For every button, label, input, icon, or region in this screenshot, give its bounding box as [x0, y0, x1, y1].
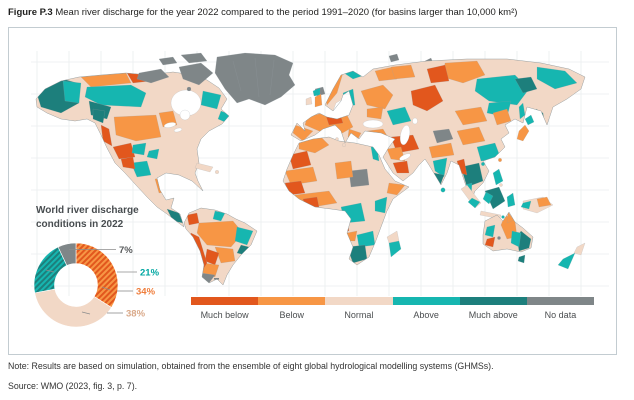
continent-south-america: [184, 208, 257, 285]
islands-oceania: [517, 242, 586, 270]
islands-caribbean: [194, 162, 219, 174]
callout-above: 21%: [140, 268, 160, 279]
coastline-eurasia: [290, 58, 586, 202]
coastline-australia: [482, 211, 534, 253]
figure-title: Figure P.3 Mean river discharge for the …: [8, 7, 517, 18]
callout-normal: 38%: [126, 309, 146, 320]
donut-slice-hatch-orange: [75, 242, 119, 308]
legend-swatch-below: [258, 297, 326, 305]
greenland-and-arctic-islands: [136, 52, 436, 106]
callout-no-data: 7%: [119, 245, 133, 256]
donut-slice-normal: [34, 288, 112, 328]
figure-title-text: Mean river discharge for the year 2022 c…: [52, 7, 518, 18]
chart-title-line2: conditions in 2022: [36, 219, 124, 230]
note-text: Note: Results are based on simulation, o…: [8, 361, 494, 371]
legend-label-above: Above: [413, 310, 439, 320]
world-map: [31, 51, 609, 296]
legend-label-no-data: No data: [544, 310, 577, 320]
figure-panel: World river discharge conditions in 2022…: [8, 27, 617, 355]
legend-label-normal: Normal: [344, 310, 374, 320]
coastline-south-america: [183, 207, 258, 286]
legend-color-bar: [191, 297, 595, 305]
discharge-donut-chart: 7% 21% 34% 38%: [33, 242, 160, 328]
callout-below: 34%: [136, 287, 156, 298]
legend-swatch-much-below: [191, 297, 259, 305]
legend-labels: Much below Below Normal Above Much above…: [191, 310, 594, 320]
legend-swatch-normal: [325, 297, 393, 305]
figure-number: Figure P.3: [8, 7, 53, 18]
donut-slice-no-data: [57, 242, 77, 266]
legend-swatch-above: [392, 297, 460, 305]
legend-label-much-below: Much below: [200, 310, 249, 320]
islands-europe-asia: [305, 87, 535, 193]
legend-swatch-no-data: [526, 297, 595, 305]
donut-callouts: 7% 21% 34% 38%: [45, 245, 160, 320]
chart-title: World river discharge conditions in 2022: [36, 204, 176, 232]
coastline-africa: [282, 136, 410, 266]
legend-label-below: Below: [279, 310, 305, 320]
chart-title-line1: World river discharge: [36, 205, 139, 216]
falkland-islands: [214, 278, 219, 280]
legend-swatch-much-above: [459, 297, 527, 305]
donut-slices: [33, 242, 119, 328]
madagascar: [386, 230, 402, 258]
map-legend: Much below Below Normal Above Much above…: [191, 297, 595, 320]
source-text: Source: WMO (2023, fig. 3, p. 7).: [8, 381, 138, 391]
legend-label-much-above: Much above: [468, 310, 518, 320]
